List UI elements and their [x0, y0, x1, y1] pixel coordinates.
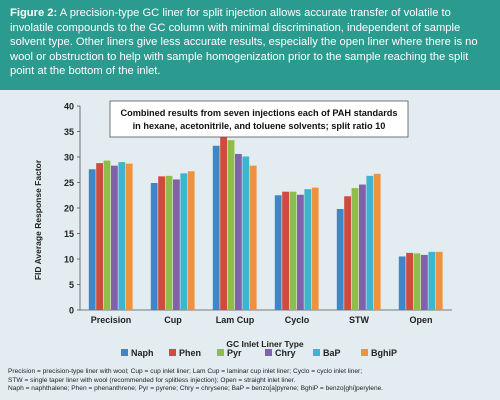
caption-label: Figure 2:: [10, 7, 58, 19]
annotation-line-2: in hexane, acetonitrile, and toluene sol…: [133, 121, 386, 131]
bar-phen-stw: [344, 196, 351, 310]
x-tick-label: Lam Cup: [216, 315, 255, 325]
bar-phen-open: [406, 252, 413, 310]
bar-chry-stw: [359, 184, 366, 310]
y-axis-label: FID Average Response Factor: [33, 159, 43, 280]
bar-phen-cyclo: [282, 191, 289, 310]
bar-pyr-cyclo: [289, 191, 297, 310]
y-tick-label: 5: [69, 280, 74, 290]
bar-bghip-lam-cup: [249, 165, 257, 310]
bar-bghip-stw: [373, 173, 381, 310]
footnote-line-2: STW = single taper liner with wool (reco…: [8, 376, 296, 384]
bar-phen-lam-cup: [220, 136, 227, 310]
annotation-group: Combined results from seven injections e…: [109, 100, 409, 138]
bar-bghip-open: [435, 251, 443, 310]
legend-label: Chry: [275, 348, 296, 358]
y-tick-label: 30: [64, 153, 74, 163]
annotation-line-1: Combined results from seven injections e…: [120, 108, 397, 118]
legend-swatch: [169, 349, 176, 356]
y-tick-label: 25: [64, 178, 74, 188]
bar-bap-lam-cup: [242, 156, 250, 310]
legend-label: Pyr: [227, 348, 242, 358]
annotation-box: [109, 100, 409, 138]
bar-bghip-cup: [187, 171, 195, 310]
bar-naph-precision: [88, 169, 96, 310]
y-tick-label: 20: [64, 204, 74, 214]
x-tick-label: Precision: [91, 315, 132, 325]
bar-pyr-open: [413, 253, 421, 310]
footnote: Precision = precision-type liner with wo…: [8, 368, 496, 394]
bar-pyr-cup: [165, 175, 173, 310]
x-tick-label: STW: [349, 315, 370, 325]
bar-bap-precision: [118, 162, 126, 310]
bar-chry-open: [421, 254, 428, 310]
legend-swatch: [313, 349, 320, 356]
legend-label: Naph: [131, 348, 154, 358]
legend-label: BaP: [323, 348, 341, 358]
caption-text: A precision-type GC liner for split inje…: [10, 7, 478, 78]
y-tick-label: 10: [64, 255, 74, 265]
bar-naph-cup: [150, 183, 158, 310]
bar-bap-open: [428, 251, 436, 310]
legend-label: BghiP: [371, 348, 397, 358]
bar-naph-lam-cup: [212, 145, 220, 310]
footnote-line-3: Naph = naphthalene; Phen = phenanthrene;…: [8, 385, 384, 393]
legend-swatch: [217, 349, 224, 356]
bar-phen-cup: [158, 176, 165, 310]
x-tick-label: Cyclo: [285, 315, 310, 325]
bar-bghip-precision: [125, 163, 133, 310]
bar-chry-precision: [111, 165, 118, 310]
figure-caption: Figure 2: A precision-type GC liner for …: [0, 0, 500, 90]
x-tick-label: Open: [409, 315, 432, 325]
bar-chry-cup: [173, 179, 180, 310]
bar-chry-cyclo: [297, 194, 304, 310]
bar-chry-lam-cup: [235, 153, 242, 310]
y-tick-label: 40: [64, 102, 74, 112]
bar-pyr-stw: [351, 188, 359, 310]
y-tick-label: 35: [64, 127, 74, 137]
legend-swatch: [361, 349, 368, 356]
bar-bap-cyclo: [304, 189, 312, 310]
bar-naph-open: [398, 256, 406, 310]
bar-phen-precision: [96, 163, 103, 310]
bar-bghip-cyclo: [311, 187, 319, 310]
bar-pyr-precision: [103, 160, 111, 310]
bar-pyr-lam-cup: [227, 140, 235, 310]
bar-bap-stw: [366, 175, 374, 310]
x-axis-label: GC Inlet Liner Type: [226, 339, 304, 349]
footnote-line-1: Precision = precision-type liner with wo…: [8, 368, 363, 375]
bar-naph-cyclo: [274, 195, 282, 310]
bar-bap-cup: [180, 173, 188, 310]
legend: Naph Phen Pyr Chry BaP BghiP: [121, 348, 397, 358]
legend-label: Phen: [179, 348, 201, 358]
x-tick-label: Cup: [164, 315, 182, 325]
plot-area: 0 5 10 15 20 25 30 35 40 Precision Cup Lam Cup Cyclo…: [0, 90, 500, 400]
bar-naph-stw: [336, 209, 344, 310]
y-tick-label: 0: [69, 306, 74, 316]
y-tick-label: 15: [64, 229, 74, 239]
legend-swatch: [121, 349, 128, 356]
legend-swatch: [265, 349, 272, 356]
bars: [88, 136, 443, 310]
axes: 0 5 10 15 20 25 30 35 40 Precision Cup Lam Cup Cyclo…: [64, 102, 452, 325]
bar-chart: 0 5 10 15 20 25 30 35 40 Precision Cup Lam Cup Cyclo…: [33, 100, 452, 358]
